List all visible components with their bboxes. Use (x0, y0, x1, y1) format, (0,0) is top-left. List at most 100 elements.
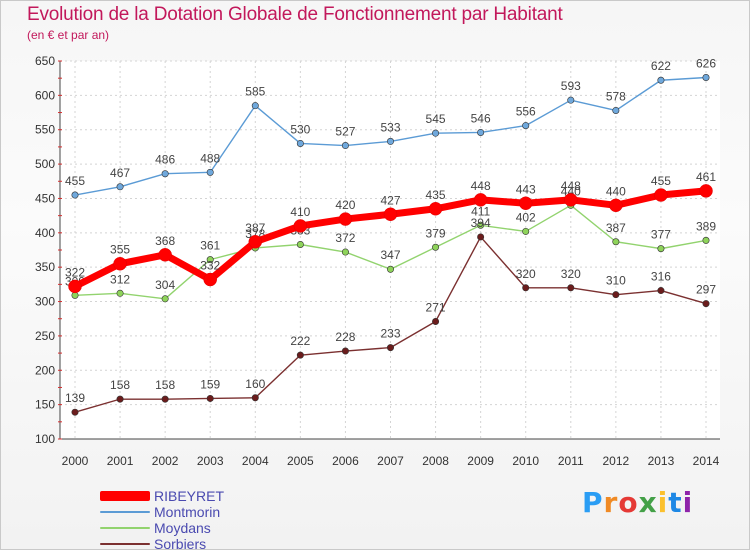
data-label-moydans: 440 (561, 184, 581, 198)
y-tick-label: 500 (35, 157, 55, 171)
x-tick-label: 2002 (152, 454, 179, 468)
data-label-ribeyret: 435 (426, 188, 446, 202)
data-point-moydans (161, 295, 169, 303)
y-tick-label: 450 (35, 191, 55, 205)
data-point-sorbiers (116, 395, 124, 403)
data-point-montmorin (251, 102, 259, 110)
data-label-sorbiers: 271 (426, 300, 446, 314)
data-label-montmorin: 556 (516, 105, 536, 119)
data-label-montmorin: 546 (471, 111, 491, 125)
data-label-moydans: 347 (380, 248, 400, 262)
x-tick-label: 2001 (107, 454, 134, 468)
data-point-ribeyret (654, 188, 668, 202)
data-point-ribeyret (609, 198, 623, 213)
data-label-sorbiers: 158 (110, 378, 130, 392)
legend-label: Montmorin (154, 503, 221, 520)
proxiti-logo: Proxiti (582, 486, 693, 519)
data-label-sorbiers: 316 (651, 270, 671, 284)
chart-title: Evolution de la Dotation Globale de Fonc… (27, 4, 563, 25)
data-label-moydans: 312 (110, 272, 130, 286)
y-tick-label: 150 (35, 398, 55, 412)
data-label-sorbiers: 394 (471, 216, 491, 230)
data-label-ribeyret: 461 (696, 170, 716, 184)
data-label-montmorin: 626 (696, 56, 716, 70)
data-point-moydans (296, 241, 304, 249)
data-point-montmorin (386, 137, 394, 145)
data-label-sorbiers: 233 (380, 327, 400, 341)
data-label-sorbiers: 320 (561, 267, 581, 281)
data-point-montmorin (702, 73, 710, 81)
legend-label: Sorbiers (154, 535, 207, 552)
x-tick-label: 2005 (287, 454, 314, 468)
data-point-sorbiers (702, 300, 710, 308)
data-label-montmorin: 585 (245, 85, 265, 99)
data-point-moydans (206, 256, 214, 264)
x-tick-label: 2008 (422, 454, 449, 468)
legend-label: RIBEYRET (154, 487, 225, 504)
data-point-moydans (612, 238, 620, 246)
data-label-ribeyret: 387 (245, 221, 265, 235)
data-label-montmorin: 593 (561, 79, 581, 93)
data-label-sorbiers: 320 (516, 267, 536, 281)
data-point-moydans (702, 236, 710, 244)
data-label-montmorin: 530 (290, 122, 310, 136)
data-point-montmorin (477, 128, 485, 136)
data-point-montmorin (567, 96, 575, 104)
x-tick-label: 2011 (558, 454, 584, 468)
data-label-montmorin: 467 (110, 166, 130, 180)
data-point-ribeyret (564, 193, 578, 207)
data-point-moydans (477, 221, 485, 229)
data-label-ribeyret: 440 (606, 184, 626, 198)
data-point-montmorin (206, 168, 214, 176)
chart-subtitle: (en € et par an) (27, 28, 110, 42)
data-point-sorbiers (522, 284, 530, 292)
data-point-sorbiers (612, 291, 620, 299)
data-point-montmorin (341, 142, 349, 150)
data-label-montmorin: 622 (651, 59, 671, 73)
data-point-montmorin (116, 183, 124, 191)
data-point-sorbiers (341, 347, 349, 355)
y-tick-label: 250 (35, 329, 55, 343)
data-point-ribeyret (293, 219, 308, 233)
x-tick-label: 2000 (62, 454, 89, 468)
data-point-ribeyret (428, 202, 443, 216)
legend-label: Moydans (154, 519, 211, 536)
data-point-montmorin (432, 129, 440, 137)
legend-item-montmorin: Montmorin (100, 503, 221, 520)
legend-item-sorbiers: Sorbiers (100, 535, 207, 552)
data-point-montmorin (657, 76, 665, 84)
legend-item-moydans: Moydans (100, 519, 211, 536)
x-tick-label: 2007 (377, 454, 404, 468)
data-point-montmorin (161, 170, 169, 178)
data-label-ribeyret: 427 (380, 193, 400, 207)
logo-letter: i (682, 486, 694, 519)
data-point-ribeyret (338, 212, 353, 226)
x-tick-label: 2013 (648, 454, 675, 468)
data-point-sorbiers (657, 287, 665, 295)
x-tick-label: 2009 (467, 454, 494, 468)
data-label-ribeyret: 368 (155, 234, 175, 248)
y-tick-label: 350 (35, 260, 55, 274)
data-point-ribeyret (68, 279, 82, 294)
data-label-moydans: 304 (155, 278, 175, 292)
x-tick-label: 2004 (242, 454, 269, 468)
data-label-moydans: 377 (651, 228, 671, 242)
data-point-ribeyret (248, 235, 263, 249)
logo-letter: P (582, 486, 604, 519)
data-point-sorbiers (386, 344, 394, 352)
logo-letter: r (603, 486, 619, 519)
y-tick-label: 100 (35, 432, 55, 446)
data-label-sorbiers: 158 (155, 378, 175, 392)
y-tick-label: 600 (35, 88, 55, 102)
data-point-sorbiers (432, 317, 440, 325)
data-label-sorbiers: 297 (696, 283, 716, 297)
data-label-sorbiers: 228 (335, 330, 355, 344)
data-point-moydans (657, 245, 665, 253)
data-label-ribeyret: 455 (651, 174, 671, 188)
data-label-moydans: 402 (516, 210, 536, 224)
data-point-sorbiers (206, 394, 214, 402)
data-point-ribeyret (158, 248, 172, 262)
y-tick-label: 550 (35, 123, 55, 137)
data-point-sorbiers (251, 394, 259, 402)
data-label-ribeyret: 448 (561, 179, 581, 193)
